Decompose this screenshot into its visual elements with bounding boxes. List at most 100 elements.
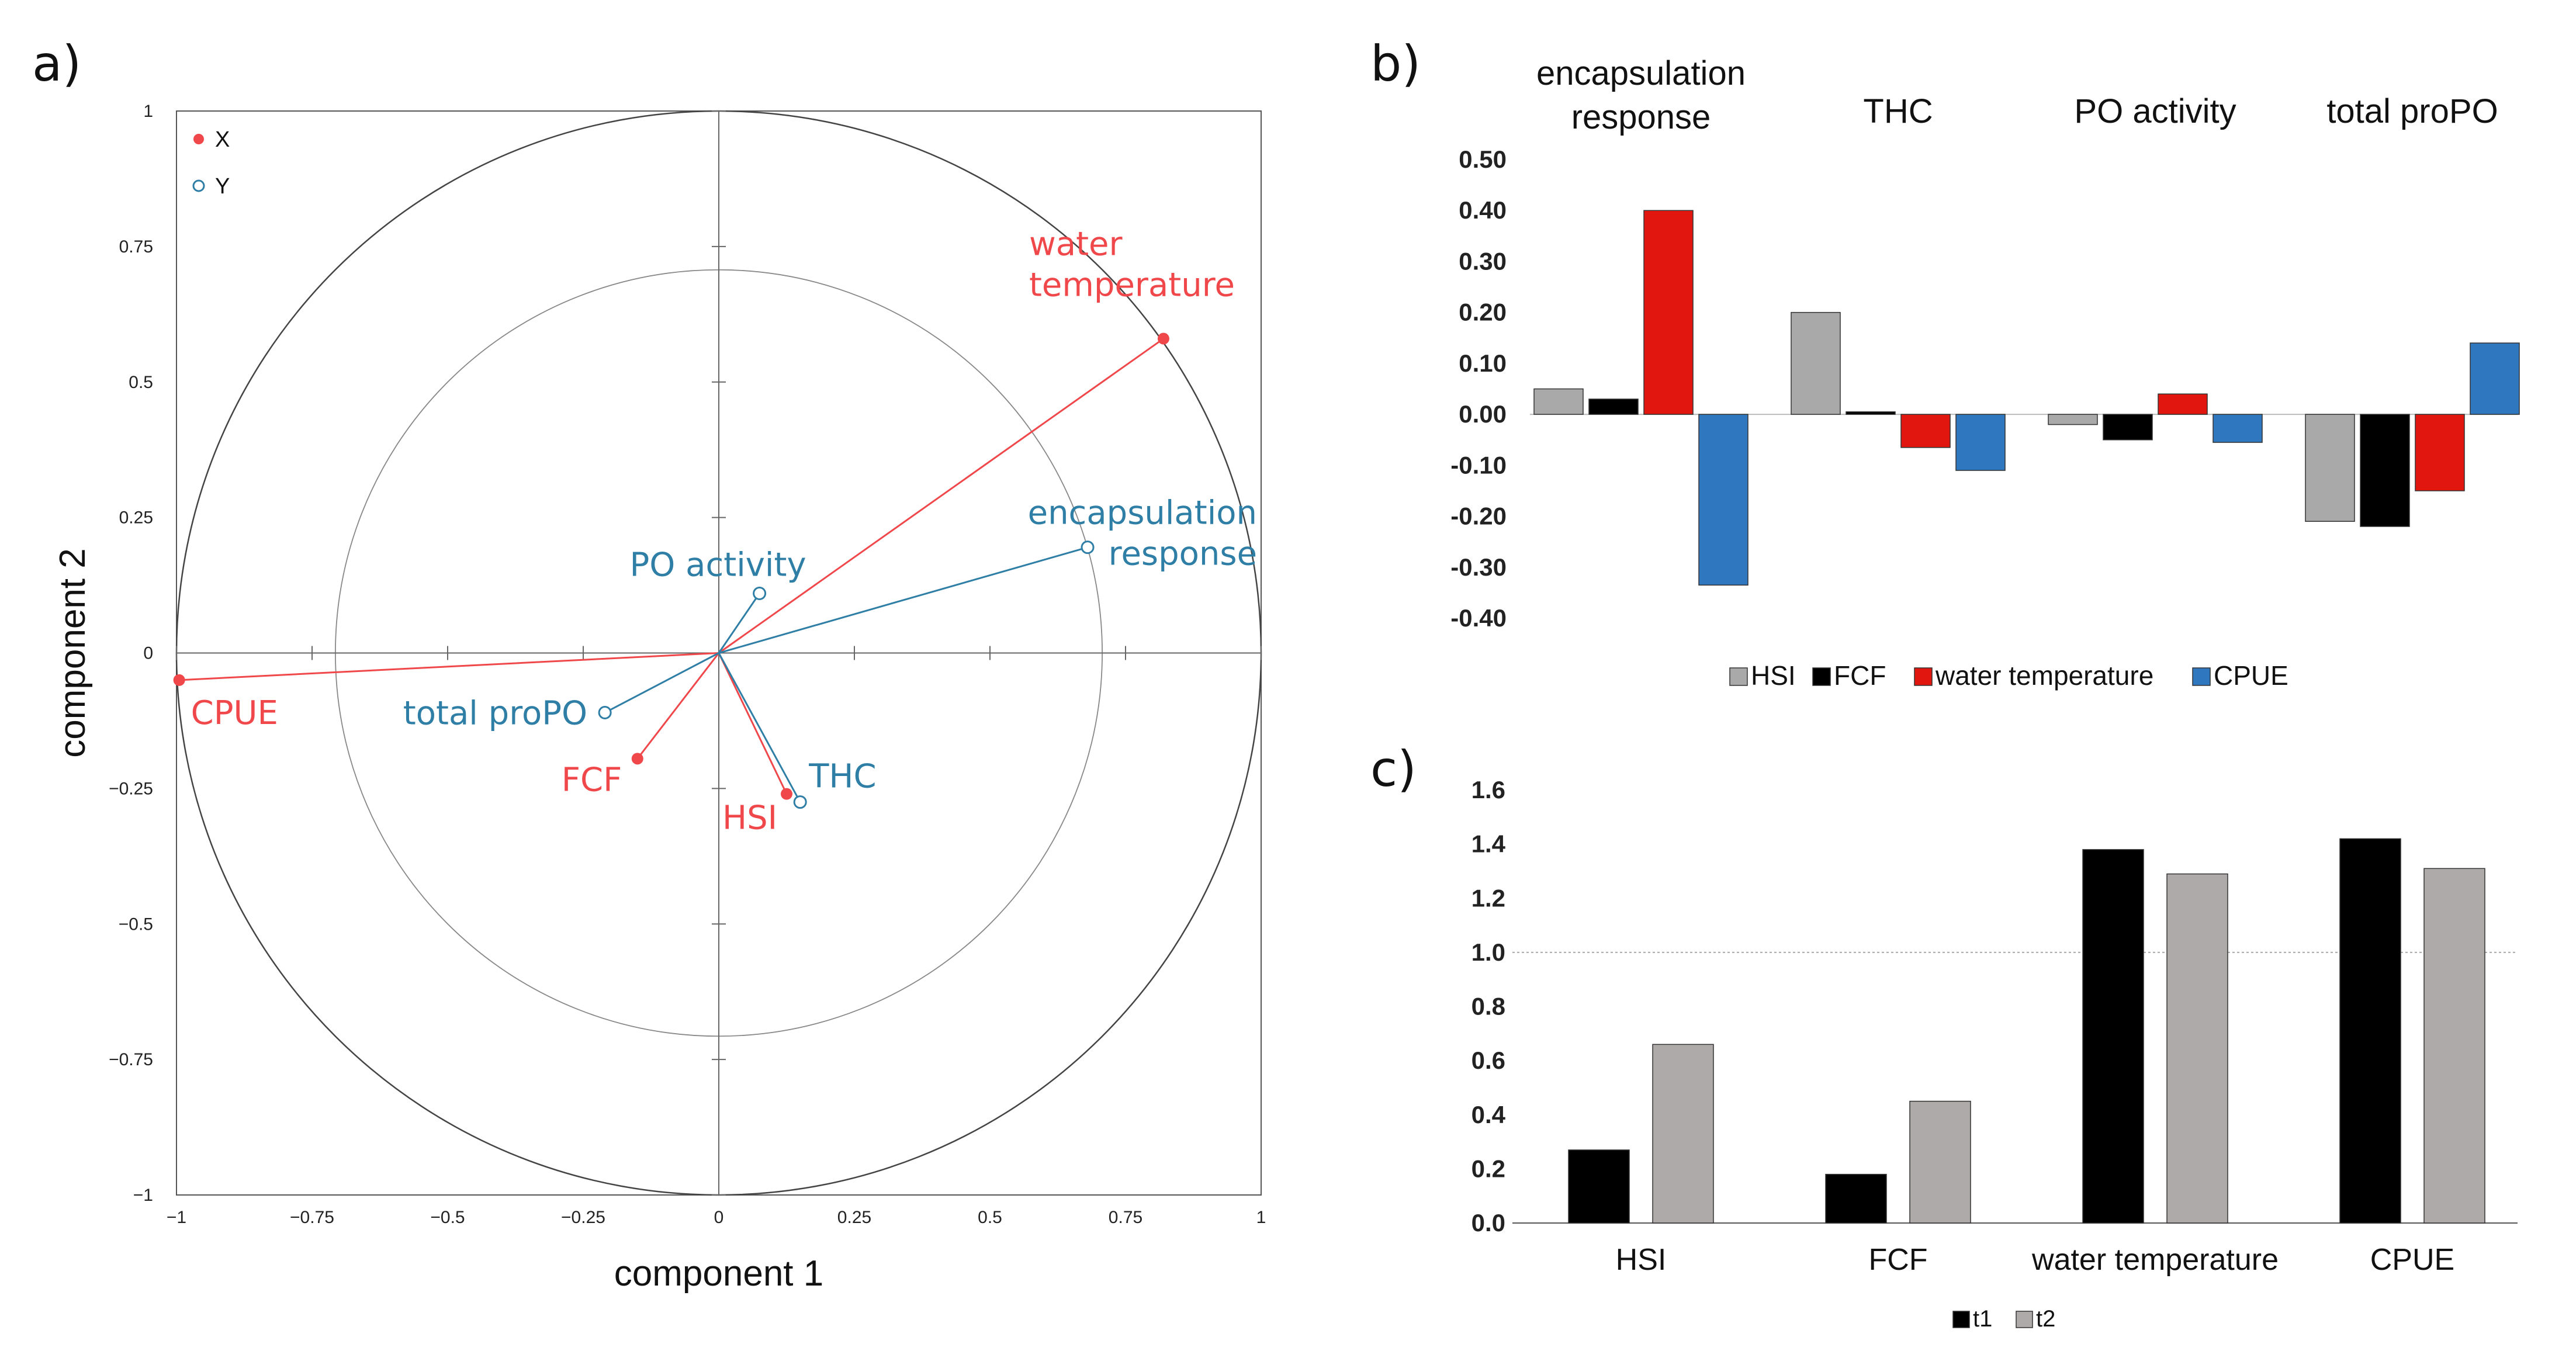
y-tick-label: 0.25 — [119, 508, 153, 528]
bar-cpue-total-propo — [2470, 342, 2520, 415]
x-tick-label: 0.75 — [1109, 1208, 1142, 1227]
point-cpue — [173, 674, 185, 686]
bar-t2-hsi — [1652, 1044, 1714, 1224]
legend-label-t1: t1 — [1973, 1306, 1992, 1332]
panel-label-b: b) — [1370, 35, 1421, 92]
legend-swatch-fcf — [1812, 667, 1831, 686]
y-tick-label: 0.30 — [1459, 247, 1507, 275]
label-water-temperature: water temperature — [1029, 226, 1235, 304]
point-po-activity — [753, 586, 767, 600]
category-label-thc: THC — [1863, 92, 1933, 130]
y-tick-label: -0.30 — [1450, 553, 1507, 581]
bar-t1-cpue — [2339, 838, 2401, 1224]
legend-swatch-t2 — [2016, 1311, 2033, 1328]
bar-water-temperature-thc — [1900, 414, 1951, 448]
y-tick-label: −1 — [133, 1186, 153, 1205]
point-hsi — [781, 788, 792, 800]
bar-fcf-thc — [1846, 411, 1896, 415]
point-total-propo — [598, 706, 612, 720]
bar-water-temperature-total-propo — [2415, 414, 2465, 491]
x-tick-label: 0.25 — [837, 1208, 871, 1227]
panel-label-a: a) — [32, 35, 81, 92]
category-label-cpue: CPUE — [2370, 1243, 2454, 1277]
legend-marker-x — [193, 134, 204, 144]
vector-fcf — [636, 652, 720, 760]
bar-t2-fcf — [1909, 1100, 1971, 1224]
label-thc: THC — [808, 758, 876, 796]
x-axis-title: component 1 — [614, 1253, 823, 1294]
label-encapsulation-response: encapsulation response — [1028, 494, 1257, 573]
bar-hsi-thc — [1791, 311, 1841, 415]
y-axis-title: component 2 — [53, 548, 93, 757]
y-tick-label: 0.10 — [1459, 349, 1507, 377]
category-label-po-activity: PO activity — [2074, 92, 2236, 130]
y-tick-label: 0.6 — [1471, 1047, 1505, 1074]
y-tick-label: -0.10 — [1450, 451, 1507, 479]
y-tick-label: 1.6 — [1471, 776, 1505, 803]
bar-water-temperature-po-activity — [2158, 393, 2208, 415]
y-tick-label: 0.0 — [1471, 1209, 1505, 1236]
category-label-fcf: FCF — [1868, 1243, 1927, 1277]
point-encapsulation-response — [1081, 541, 1095, 555]
vector-po-activity — [718, 593, 760, 654]
y-tick-label: −0.25 — [109, 779, 153, 798]
y-tick-label: −0.75 — [109, 1050, 153, 1069]
point-water-temperature — [1157, 332, 1169, 345]
bar-cpue-po-activity — [2213, 414, 2263, 443]
panel-label-c: c) — [1370, 740, 1417, 798]
y-tick-label: 0.40 — [1459, 196, 1507, 224]
y-tick-label: 0.4 — [1471, 1101, 1506, 1128]
legend-label-y: Y — [215, 174, 230, 199]
x-tick-label: 0.5 — [978, 1208, 1002, 1227]
y-tick-label: −0.5 — [119, 914, 153, 934]
y-tick-label: 1.4 — [1471, 830, 1506, 858]
bar-t2-water-temperature — [2166, 873, 2228, 1224]
bar-water-temperature-encapsulation-response — [1643, 210, 1694, 415]
x-tick-label: 1 — [1256, 1208, 1266, 1227]
y-tick-label: 1.2 — [1471, 884, 1505, 912]
legend-label-t2: t2 — [2036, 1306, 2055, 1332]
category-label-hsi: HSI — [1616, 1243, 1667, 1277]
bar-hsi-encapsulation-response — [1533, 388, 1584, 415]
label-hsi: HSI — [722, 799, 777, 837]
bar-t2-cpue — [2423, 868, 2485, 1224]
x-tick-label: 0 — [714, 1208, 724, 1227]
category-label-water-temperature: water temperature — [2031, 1243, 2279, 1277]
x-tick-label: −0.25 — [561, 1208, 605, 1227]
legend-marker-y — [192, 179, 205, 192]
bar-fcf-po-activity — [2103, 414, 2153, 441]
y-tick-label: 0.5 — [129, 373, 153, 392]
bar-cpue-thc — [1955, 414, 2006, 471]
y-tick-label: 1.0 — [1471, 938, 1505, 966]
bar-t1-hsi — [1568, 1149, 1630, 1224]
legend-swatch-water-temperature — [1914, 667, 1933, 686]
loadings-bar-chart: 0.50 0.40 0.30 0.20 0.10 0.00 -0.10 -0.20 -0.30 -… — [1450, 54, 2520, 691]
y-tick-label: 0 — [143, 644, 153, 663]
x-tick-label: −0.75 — [290, 1208, 334, 1227]
legend-label-fcf: FCF — [1834, 660, 1886, 691]
legend-swatch-hsi — [1729, 667, 1748, 686]
y-tick-label: -0.40 — [1450, 604, 1507, 632]
x-tick-label: −0.5 — [430, 1208, 465, 1227]
y-tick-label: 0.75 — [119, 237, 153, 257]
vector-water-temperature — [718, 338, 1164, 654]
point-fcf — [631, 753, 643, 765]
bar-cpue-encapsulation-response — [1698, 414, 1749, 586]
point-thc — [793, 795, 807, 809]
legend-label-cpue: CPUE — [2214, 660, 2288, 691]
y-tick-label: -0.20 — [1450, 503, 1507, 530]
legend-label-hsi: HSI — [1751, 660, 1796, 691]
bar-fcf-encapsulation-response — [1588, 399, 1639, 415]
bar-hsi-po-activity — [2048, 414, 2098, 425]
biplot-chart: −1 −0.75 −0.5 −0.25 0 0.25 0.5 0.75 1 1 0.75 0.5 0.2… — [53, 102, 1266, 1294]
category-label-total-propo: total proPO — [2326, 92, 2498, 130]
legend-swatch-t1 — [1952, 1311, 1970, 1328]
bar-t1-water-temperature — [2082, 849, 2144, 1224]
legend-swatch-cpue — [2192, 667, 2211, 686]
x-tick-label: −1 — [167, 1208, 186, 1227]
y-tick-label: 0.50 — [1459, 146, 1507, 173]
vector-thc — [718, 652, 801, 803]
bar-t1-fcf — [1825, 1173, 1887, 1224]
bar-hsi-total-propo — [2305, 414, 2355, 522]
